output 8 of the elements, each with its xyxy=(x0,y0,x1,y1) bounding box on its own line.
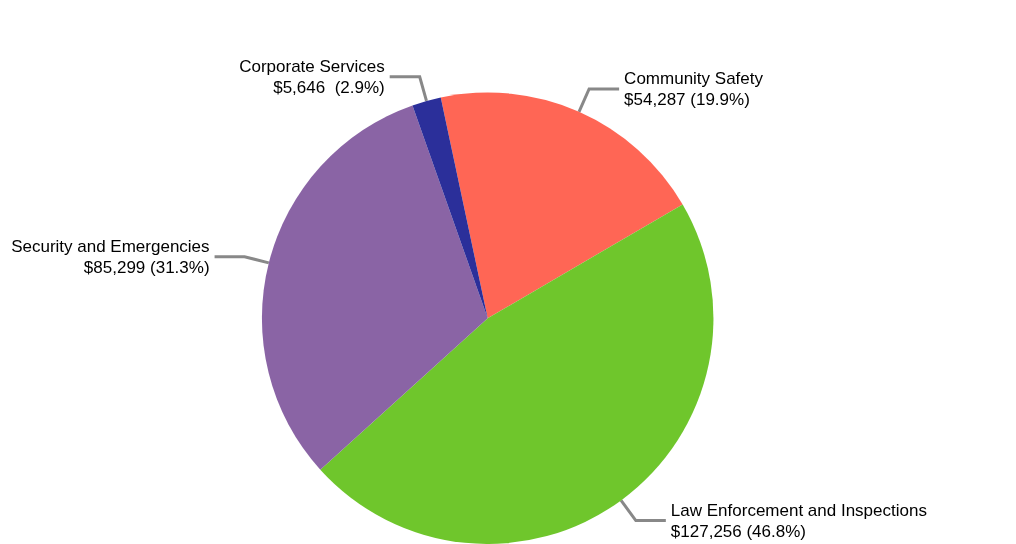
data-label: $127,256 (46.8%) xyxy=(670,521,806,541)
slice-label: Security and Emergencies xyxy=(11,236,210,256)
data-label: $85,299 (31.3%) xyxy=(83,257,210,277)
slice-label: Corporate Services xyxy=(239,56,385,76)
data-label: $54,287 (19.9%) xyxy=(624,89,750,109)
slice-label: Community Safety xyxy=(624,68,764,88)
data-label: $5,646 (2.9%) xyxy=(273,77,385,97)
slice-label: Law Enforcement and Inspections xyxy=(670,500,927,520)
